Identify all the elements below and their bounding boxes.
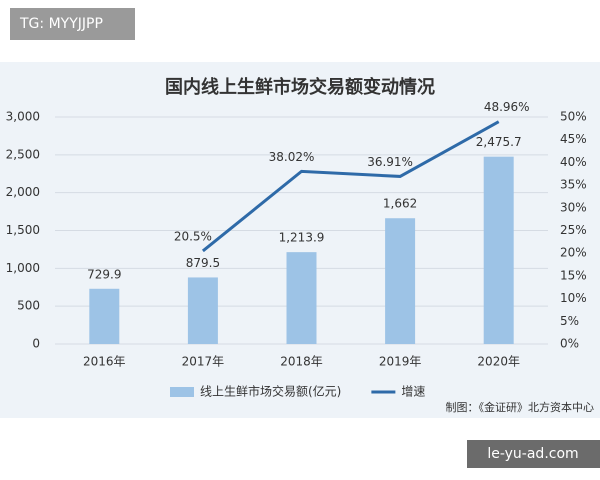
data-label: 36.91%	[367, 155, 413, 169]
data-label: 2,475.7	[476, 135, 522, 149]
data-label: 729.9	[87, 267, 121, 281]
x-tick-label: 2018年	[280, 355, 323, 369]
y2-tick-label: 40%	[560, 155, 587, 169]
bar	[483, 156, 514, 344]
y2-tick-label: 35%	[560, 178, 587, 192]
chart-title: 国内线上生鲜市场交易额变动情况	[165, 76, 435, 98]
y-tick-label: 1,000	[6, 261, 40, 275]
watermark: TG: MYYJJPP	[19, 16, 103, 32]
y2-tick-label: 50%	[560, 110, 587, 124]
x-tick-label: 2017年	[182, 355, 225, 369]
watermark-box	[10, 8, 135, 40]
line	[201, 120, 500, 253]
data-label: 38.02%	[269, 150, 315, 164]
x-tick-label: 2020年	[477, 355, 520, 369]
data-label: 1,213.9	[279, 231, 325, 245]
legend-label: 增速	[401, 385, 425, 399]
y-tick-label: 1,500	[6, 223, 40, 237]
legend-label: 线上生鲜市场交易额(亿元)	[200, 384, 341, 399]
y2-tick-label: 25%	[560, 223, 587, 237]
bar	[385, 218, 416, 344]
y2-tick-label: 20%	[560, 246, 587, 260]
y2-tick-label: 10%	[560, 291, 587, 305]
legend-swatch	[170, 387, 194, 397]
y-tick-label: 2,500	[6, 147, 40, 161]
y2-tick-label: 30%	[560, 200, 587, 214]
watermark: le-yu-ad.com	[487, 446, 578, 462]
y-tick-label: 500	[17, 299, 40, 313]
data-label: 1,662	[383, 197, 417, 211]
y-tick-label: 3,000	[6, 110, 40, 124]
data-label: 20.5%	[174, 229, 212, 243]
x-tick-label: 2019年	[379, 355, 422, 369]
source: 制图：《金证研》北方资本中心	[446, 400, 595, 414]
y2-tick-label: 15%	[560, 268, 587, 282]
y2-tick-label: 0%	[560, 337, 579, 351]
data-label: 879.5	[186, 256, 220, 270]
y2-tick-label: 5%	[560, 314, 579, 328]
y-tick-label: 0	[32, 337, 40, 351]
watermark-box	[467, 440, 600, 468]
x-tick-label: 2016年	[83, 355, 126, 369]
data-label: 48.96%	[484, 100, 530, 114]
y2-tick-label: 45%	[560, 132, 587, 146]
bar	[89, 288, 120, 344]
y-tick-label: 2,000	[6, 185, 40, 199]
bar	[286, 252, 317, 344]
bar	[187, 277, 218, 344]
